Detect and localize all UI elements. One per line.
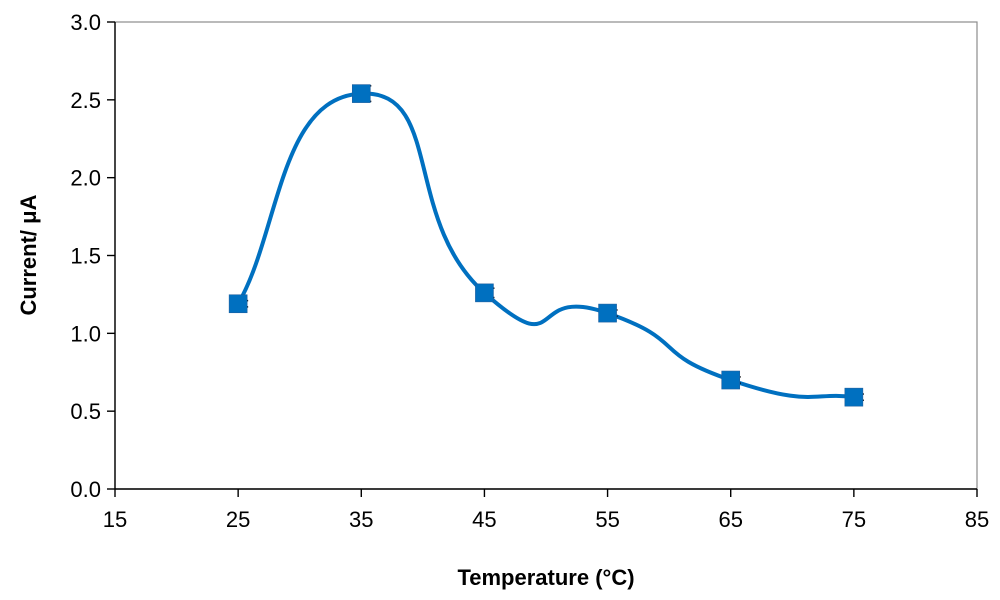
y-tick-marks [107, 21, 115, 490]
data-point [351, 84, 371, 103]
y-axis-title: Current/ μA [16, 194, 41, 315]
y-tick-label: 2.5 [70, 88, 101, 113]
x-tick-label: 45 [472, 507, 496, 532]
x-tick-label: 65 [718, 507, 742, 532]
y-tick-labels: 0.0 0.5 1.0 1.5 2.0 2.5 3.0 [70, 10, 101, 502]
x-tick-labels: 15 25 35 45 55 65 75 85 [103, 507, 989, 532]
x-tick-label: 25 [226, 507, 250, 532]
data-point [475, 283, 494, 303]
data-point [228, 294, 248, 314]
y-tick-label: 3.0 [70, 10, 101, 35]
series-line [236, 91, 856, 400]
x-tick-label: 35 [349, 507, 373, 532]
x-tick-label: 75 [842, 507, 866, 532]
x-tick-label: 85 [965, 507, 989, 532]
x-tick-marks [114, 489, 978, 497]
plot-area-frame [114, 21, 978, 490]
data-point [721, 370, 741, 390]
y-tick-label: 2.0 [70, 166, 101, 191]
y-tick-label: 1.5 [70, 244, 101, 269]
error-bars [234, 85, 864, 402]
y-tick-label: 0.0 [70, 477, 101, 502]
data-point [844, 387, 864, 407]
y-tick-label: 1.0 [70, 321, 101, 346]
data-point [598, 303, 617, 323]
y-tick-label: 0.5 [70, 399, 101, 424]
x-tick-label: 15 [103, 507, 127, 532]
x-axis-title: Temperature (°C) [457, 565, 634, 590]
x-tick-label: 55 [595, 507, 619, 532]
series-group [228, 84, 864, 407]
